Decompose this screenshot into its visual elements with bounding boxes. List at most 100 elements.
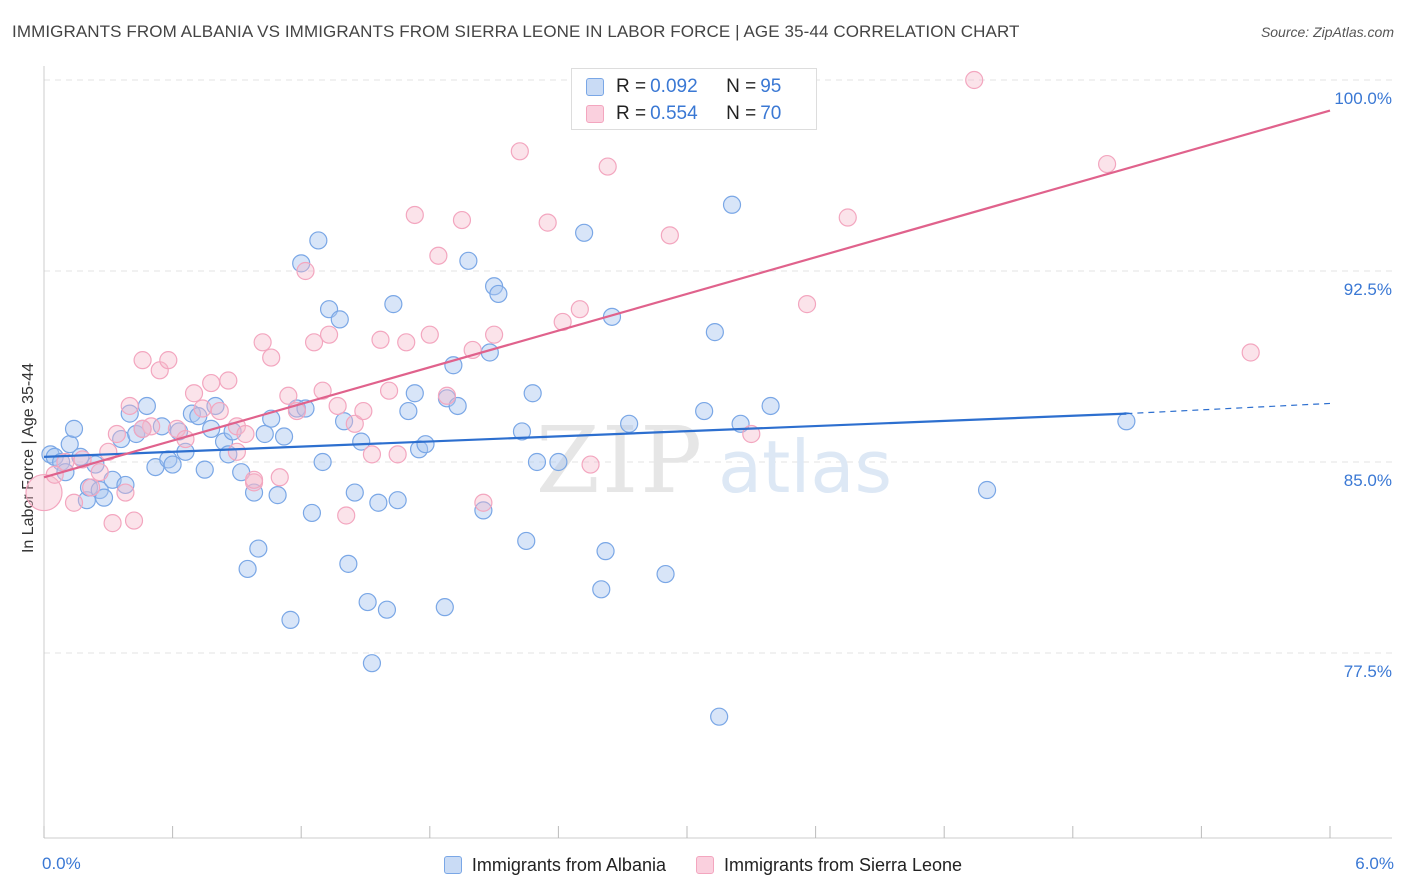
correlation-legend: R = 0.092 N = 95 R = 0.554 N = 70 bbox=[571, 68, 817, 130]
sierra-leone-point bbox=[538, 213, 557, 232]
albania-point bbox=[384, 295, 403, 314]
sierra-leone-point bbox=[797, 295, 817, 314]
sierra-leone-point bbox=[202, 373, 221, 393]
sierra-leone-point bbox=[133, 351, 152, 370]
albania-point bbox=[309, 231, 328, 250]
albania-point bbox=[137, 396, 156, 416]
albania-point bbox=[695, 401, 714, 421]
sierra-leone-point bbox=[420, 325, 439, 344]
sierra-leone-point bbox=[116, 483, 135, 502]
sierra-leone-point bbox=[279, 386, 298, 405]
sierra-leone-point bbox=[82, 478, 101, 497]
albania-point bbox=[527, 452, 547, 472]
r-label: R = bbox=[616, 103, 647, 124]
sierra-leone-point bbox=[313, 381, 332, 400]
x-tick-label: 6.0% bbox=[1355, 854, 1394, 873]
legend-row-sierra-leone: R = 0.554 N = 70 bbox=[586, 102, 781, 126]
sierra-leone-point bbox=[1241, 343, 1260, 362]
albania-point bbox=[313, 452, 332, 472]
sierra-leone-point bbox=[328, 396, 347, 416]
albania-point bbox=[274, 427, 294, 446]
albania-point bbox=[358, 592, 377, 612]
n-value: 70 bbox=[760, 103, 782, 124]
n-label: N = bbox=[726, 76, 757, 97]
source-credit: Source: ZipAtlas.com bbox=[1260, 24, 1394, 40]
albania-point bbox=[369, 493, 388, 512]
sierra-leone-point bbox=[838, 208, 857, 227]
albania-point bbox=[64, 419, 84, 438]
albania-point bbox=[334, 412, 354, 431]
sierra-leone-point bbox=[253, 333, 272, 352]
sierra-leone-point bbox=[107, 424, 126, 444]
axes bbox=[43, 66, 1392, 839]
sierra-leone-point bbox=[296, 261, 315, 281]
albania-point bbox=[268, 486, 287, 505]
albania-point bbox=[163, 455, 182, 474]
legend-label-albania: Immigrants from Albania bbox=[471, 854, 666, 875]
r-value: 0.554 bbox=[650, 103, 698, 124]
albania-point bbox=[345, 483, 364, 502]
sierra-leone-point bbox=[210, 401, 229, 421]
watermark-zip: ZIP bbox=[536, 407, 704, 514]
albania-point bbox=[596, 542, 615, 561]
sierra-leone-point bbox=[236, 424, 255, 444]
sierra-leone-point bbox=[120, 396, 139, 416]
albania-point bbox=[195, 460, 214, 479]
albania-point bbox=[339, 554, 358, 573]
sierra-leone-point bbox=[133, 419, 152, 438]
y-tick-label: 92.5% bbox=[1344, 280, 1392, 299]
sierra-leone-point bbox=[159, 351, 178, 370]
sierra-leone-trend-line bbox=[43, 109, 1331, 479]
sierra-leone-point bbox=[474, 493, 493, 512]
series-sierra-leone-points bbox=[25, 70, 1260, 533]
albania-point bbox=[377, 600, 397, 619]
sierra-leone-point bbox=[570, 300, 589, 319]
sierra-leone-point bbox=[362, 445, 382, 464]
legend-swatch-sierra-leone bbox=[695, 856, 714, 874]
albania-point bbox=[330, 310, 349, 329]
albania-point bbox=[549, 452, 568, 472]
legend-row-albania: R = 0.092 N = 95 bbox=[586, 75, 781, 99]
legend-swatch-albania bbox=[586, 78, 604, 96]
sierra-leone-point bbox=[193, 399, 212, 418]
albania-point bbox=[474, 501, 493, 520]
albania-point bbox=[255, 424, 274, 444]
sierra-leone-point bbox=[103, 514, 122, 533]
albania-point bbox=[977, 480, 997, 500]
albania-point bbox=[710, 707, 729, 726]
sierra-leone-point bbox=[485, 325, 504, 344]
albania-point bbox=[523, 384, 542, 403]
albania-point bbox=[1117, 412, 1136, 431]
sierra-leone-point bbox=[1097, 154, 1117, 174]
albania-point bbox=[517, 531, 536, 551]
albania-point bbox=[575, 223, 594, 242]
r-value: 0.092 bbox=[650, 76, 698, 97]
legend-label-sierra-leone: Immigrants from Sierra Leone bbox=[723, 854, 963, 875]
albania-point bbox=[705, 323, 724, 342]
albania-point bbox=[388, 491, 407, 510]
albania-point bbox=[94, 488, 114, 507]
albania-point bbox=[281, 610, 300, 629]
chart-title: IMMIGRANTS FROM ALBANIA VS IMMIGRANTS FR… bbox=[12, 22, 1020, 41]
sierra-leone-point bbox=[184, 384, 204, 403]
albania-point bbox=[120, 404, 139, 423]
sierra-leone-point bbox=[354, 401, 373, 421]
sierra-leone-point bbox=[99, 442, 118, 461]
legend-swatch-albania bbox=[443, 856, 462, 874]
albania-point bbox=[592, 580, 611, 599]
albania-point bbox=[249, 539, 268, 558]
albania-point bbox=[512, 422, 532, 441]
sierra-leone-point bbox=[64, 493, 84, 512]
y-tick-label: 85.0% bbox=[1344, 471, 1392, 490]
sierra-leone-point bbox=[244, 470, 264, 489]
sierra-leone-point bbox=[397, 333, 416, 352]
sierra-leone-point bbox=[270, 468, 289, 487]
legend-item-albania[interactable]: Immigrants from Albania bbox=[443, 854, 666, 876]
y-tick-label: 77.5% bbox=[1344, 662, 1392, 681]
x-tick-label: 0.0% bbox=[42, 854, 81, 873]
albania-point bbox=[116, 475, 135, 495]
legend-swatch-sierra-leone bbox=[586, 105, 604, 123]
n-label: N = bbox=[726, 103, 757, 124]
legend-item-sierra-leone[interactable]: Immigrants from Sierra Leone bbox=[695, 854, 963, 876]
albania-point bbox=[656, 564, 675, 584]
